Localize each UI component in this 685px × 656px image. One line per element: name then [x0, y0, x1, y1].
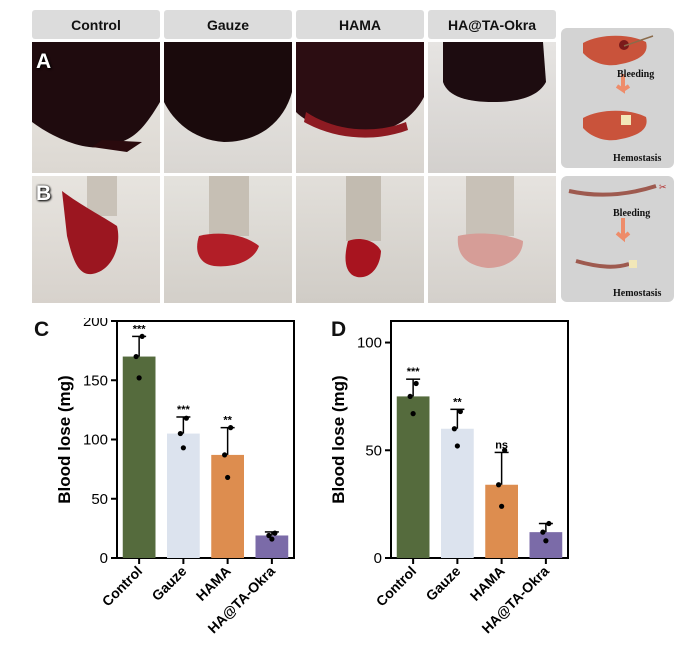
svg-text:✂: ✂ — [659, 182, 667, 192]
chart-d-bar-0 — [396, 396, 430, 558]
chart-d-bar-1 — [441, 428, 474, 558]
photo-tail-gauze — [164, 176, 292, 303]
liver-hemostasis-label: Hemostasis — [613, 153, 662, 164]
photo-tail-control — [32, 176, 160, 303]
chart-c-point-3-2 — [272, 530, 278, 536]
chart-d-point-1-1 — [454, 443, 460, 449]
photo-tail-hama — [296, 176, 424, 303]
chart-d-ylabel: Blood lose (mg) — [329, 375, 348, 503]
chart-c-ytick-label: 150 — [83, 372, 108, 389]
photo-liver-gauze — [164, 42, 292, 173]
photo-liver-control — [32, 42, 160, 173]
chart-c-point-2-2 — [228, 425, 234, 431]
chart-d-significance-1: ** — [453, 396, 462, 408]
chart-d-ytick-label: 50 — [365, 442, 382, 459]
chart-c-point-3-1 — [269, 536, 275, 542]
chart-d-ytick-label: 100 — [357, 335, 382, 352]
chart-d-bar-2 — [485, 484, 518, 558]
photo-tail-okra — [428, 176, 556, 303]
chart-c-significance-0: *** — [133, 323, 147, 335]
chart-d-ytick-label: 0 — [374, 550, 382, 567]
chart-c-point-0-0 — [133, 353, 139, 360]
chart-c-bar-0 — [122, 356, 156, 558]
chart-d-bar-3 — [529, 532, 563, 558]
chart-c-significance-1: *** — [177, 404, 191, 416]
chart-c-point-3-0 — [266, 532, 272, 539]
chart-d-point-1-0 — [451, 426, 457, 432]
chart-d-xtick-label-1: Gauze — [422, 563, 463, 604]
chart-d-plot-frame — [390, 320, 569, 559]
chart-c-bar-1 — [167, 433, 200, 558]
chart-c-point-1-0 — [177, 430, 183, 437]
photo-liver-okra — [428, 42, 556, 173]
chart-d-point-2-2 — [502, 447, 508, 453]
column-header-control: Control — [32, 10, 160, 39]
chart-c-point-0-1 — [136, 375, 142, 381]
chart-d-point-2-1 — [499, 503, 505, 509]
chart-d-xtick-label-2: HAMA — [467, 563, 508, 604]
chart-c-significance-2: ** — [223, 415, 232, 427]
chart-c-ytick-label: 0 — [100, 550, 108, 567]
panel-letter-d: D — [331, 318, 347, 341]
row-label-b: B — [36, 182, 52, 205]
chart-c-ytick-label: 200 — [83, 318, 108, 330]
chart-d-xtick-label-0: Control — [373, 563, 420, 610]
chart-d-point-1-2 — [457, 408, 463, 415]
chart-d: 0 50 100 Blood lose (mg) *** Control ** Gauze ns… — [329, 320, 569, 636]
chart-c-xtick-label-1: Gauze — [148, 563, 189, 604]
tail-bleeding-label: Bleeding — [613, 208, 651, 219]
chart-d-point-0-0 — [407, 393, 413, 400]
chart-d-point-3-0 — [540, 529, 546, 535]
chart-c-point-2-0 — [222, 452, 228, 458]
chart-d-point-0-1 — [410, 411, 416, 417]
liver-bleeding-label: Bleeding — [617, 69, 655, 80]
chart-c-point-1-1 — [180, 445, 186, 451]
chart-c-bar-3 — [255, 535, 289, 558]
tail-hemostasis-label: Hemostasis — [613, 288, 662, 299]
chart-d-significance-0: *** — [407, 366, 421, 378]
photo-liver-hama — [296, 42, 424, 173]
chart-c-point-0-2 — [139, 333, 145, 340]
column-header-hama: HAMA — [296, 10, 424, 39]
chart-d-point-3-2 — [546, 520, 552, 527]
chart-d-point-3-1 — [543, 538, 549, 544]
chart-c-ytick-label: 50 — [91, 491, 108, 508]
chart-d-significance-2: ns — [495, 439, 508, 451]
column-header-okra: HA@TA-Okra — [428, 10, 556, 39]
chart-c-ytick-label: 100 — [83, 432, 108, 449]
chart-c-xtick-label-2: HAMA — [193, 563, 234, 604]
chart-c-point-1-2 — [183, 415, 189, 421]
chart-d-point-2-0 — [496, 482, 502, 488]
tail-schematic: ✂ Bleeding Hemostasis — [561, 176, 674, 302]
panel-letter-c: C — [34, 318, 50, 341]
row-label-a: A — [36, 50, 52, 73]
column-header-gauze: Gauze — [164, 10, 292, 39]
chart-d-point-0-2 — [413, 380, 419, 387]
chart-c-xtick-label-0: Control — [99, 563, 146, 610]
liver-schematic: Bleeding Hemostasis — [561, 28, 674, 168]
chart-c-bar-2 — [211, 454, 244, 558]
chart-c-ylabel: Blood lose (mg) — [55, 375, 74, 503]
chart-c-point-2-1 — [225, 474, 231, 481]
